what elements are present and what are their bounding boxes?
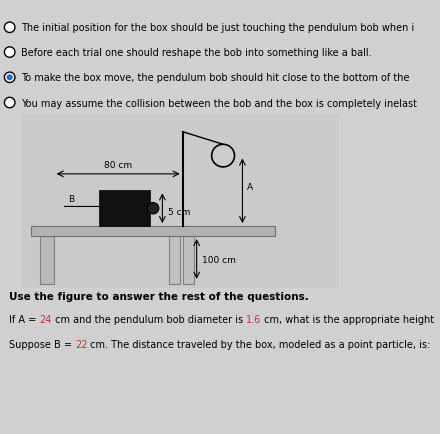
Text: Use the figure to answer the rest of the questions.: Use the figure to answer the rest of the…: [9, 291, 308, 301]
Circle shape: [4, 48, 15, 58]
Text: Suppose B =: Suppose B =: [9, 339, 75, 349]
Circle shape: [147, 203, 159, 214]
Bar: [40, 237, 54, 284]
Text: If A =: If A =: [9, 314, 39, 324]
Circle shape: [4, 98, 15, 108]
Bar: [31, 227, 275, 237]
Text: A: A: [247, 183, 253, 191]
Text: 1.6: 1.6: [246, 314, 261, 324]
Text: 24: 24: [39, 314, 51, 324]
Text: B: B: [68, 194, 74, 204]
Circle shape: [212, 145, 235, 168]
Text: 5 cm: 5 cm: [168, 207, 190, 216]
Bar: [99, 191, 150, 227]
Text: 80 cm: 80 cm: [104, 160, 132, 169]
Text: 100 cm: 100 cm: [202, 256, 236, 265]
Text: The initial position for the box should be just touching the pendulum bob when i: The initial position for the box should …: [21, 23, 414, 33]
Text: cm. The distance traveled by the box, modeled as a point particle, is:: cm. The distance traveled by the box, mo…: [88, 339, 431, 349]
Bar: [22, 115, 339, 289]
Text: Before each trial one should reshape the bob into something like a ball.: Before each trial one should reshape the…: [21, 48, 372, 58]
Text: To make the box move, the pendulum bob should hit close to the bottom of the: To make the box move, the pendulum bob s…: [21, 73, 410, 83]
Bar: [183, 237, 194, 284]
Text: 22: 22: [75, 339, 88, 349]
Circle shape: [4, 73, 15, 83]
Text: You may assume the collision between the bob and the box is completely inelast: You may assume the collision between the…: [21, 99, 417, 108]
Text: cm, what is the appropriate height: cm, what is the appropriate height: [261, 314, 434, 324]
Circle shape: [7, 75, 13, 81]
Text: cm and the pendulum bob diameter is: cm and the pendulum bob diameter is: [51, 314, 246, 324]
Circle shape: [4, 23, 15, 33]
Bar: [169, 237, 180, 284]
